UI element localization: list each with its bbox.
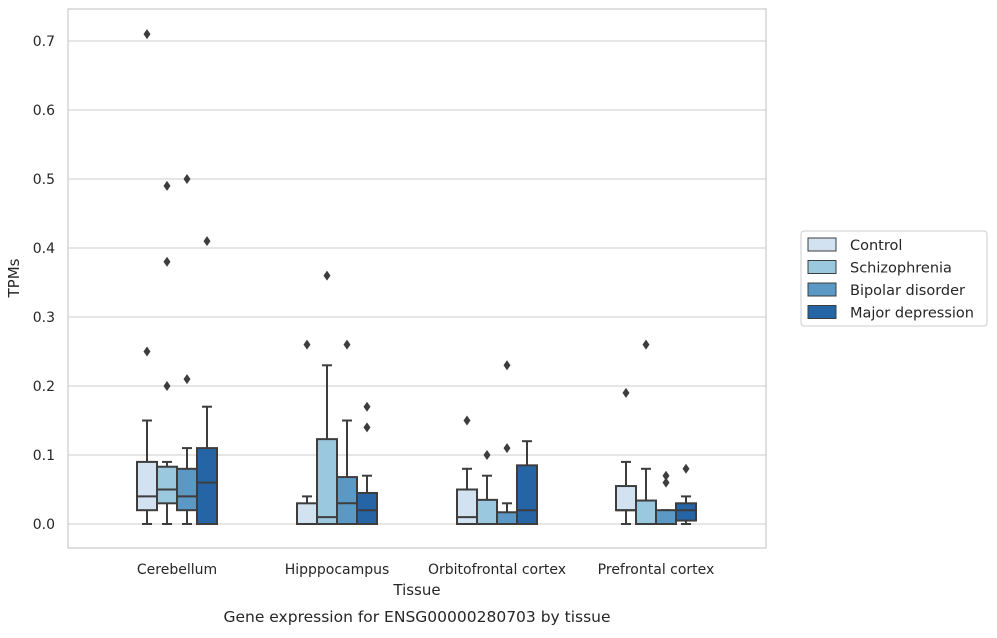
outlier-point bbox=[662, 477, 670, 488]
legend-swatch bbox=[807, 305, 837, 319]
box-control bbox=[136, 29, 158, 525]
box-major-depression bbox=[196, 236, 218, 526]
iqr-box bbox=[296, 502, 318, 525]
iqr-box bbox=[136, 460, 158, 512]
y-tick-label: 0.4 bbox=[33, 241, 55, 257]
iqr-box bbox=[476, 498, 498, 526]
iqr-box bbox=[635, 499, 657, 526]
iqr-box bbox=[196, 447, 218, 526]
outlier-point bbox=[163, 256, 171, 267]
x-axis-label: Tissue bbox=[392, 581, 440, 599]
box-major-depression bbox=[516, 440, 538, 526]
outlier-point bbox=[303, 339, 311, 350]
legend-swatch bbox=[807, 260, 837, 274]
outlier-point bbox=[323, 270, 331, 281]
y-tick-label: 0.3 bbox=[33, 310, 55, 326]
outlier-point bbox=[503, 443, 511, 454]
outlier-point bbox=[143, 29, 151, 40]
iqr-box bbox=[156, 465, 178, 505]
box-schizophrenia bbox=[156, 180, 178, 525]
y-tick-label: 0.1 bbox=[33, 448, 55, 464]
chart-caption: Gene expression for ENSG00000280703 by t… bbox=[223, 608, 610, 626]
iqr-box bbox=[675, 502, 697, 522]
x-tick-label: Cerebellum bbox=[137, 562, 217, 578]
box-control bbox=[456, 415, 478, 525]
box-major-depression bbox=[356, 401, 378, 526]
iqr-box bbox=[615, 485, 637, 512]
outlier-point bbox=[183, 374, 191, 385]
y-tick-label: 0.7 bbox=[33, 34, 55, 50]
iqr-box bbox=[496, 511, 518, 526]
iqr-box bbox=[516, 464, 538, 526]
outlier-point bbox=[163, 180, 171, 191]
x-tick-label: Orbitofrontal cortex bbox=[428, 562, 566, 578]
box-major-depression bbox=[675, 463, 697, 525]
box-bipolar-disorder bbox=[336, 339, 358, 525]
outlier-point bbox=[622, 387, 630, 398]
y-tick-label: 0.6 bbox=[33, 103, 55, 119]
outlier-point bbox=[363, 422, 371, 433]
legend-swatch bbox=[807, 282, 837, 297]
box-schizophrenia bbox=[476, 450, 498, 526]
outlier-point bbox=[503, 360, 511, 371]
legend-label: Major depression bbox=[850, 306, 974, 322]
outlier-point bbox=[203, 236, 211, 247]
box-series bbox=[136, 29, 697, 526]
box-control bbox=[615, 387, 637, 525]
x-tick-label: Hipppocampus bbox=[285, 562, 390, 578]
outlier-point bbox=[363, 401, 371, 412]
gridlines bbox=[68, 40, 766, 525]
legend-label: Bipolar disorder bbox=[850, 283, 965, 299]
outlier-point bbox=[463, 415, 471, 426]
outlier-point bbox=[163, 381, 171, 391]
iqr-box bbox=[655, 509, 677, 526]
x-tick-label: Prefrontal cortex bbox=[598, 562, 715, 578]
y-axis-ticks: 0.0 0.1 0.2 0.3 0.4 0.5 0.6 0.7 bbox=[33, 34, 55, 533]
outlier-point bbox=[483, 450, 491, 460]
box-bipolar-disorder bbox=[496, 360, 518, 526]
box-bipolar-disorder bbox=[176, 174, 198, 525]
outlier-point bbox=[662, 470, 670, 481]
iqr-box bbox=[316, 438, 338, 526]
legend-frame bbox=[800, 230, 988, 327]
legend: Control Schizophrenia Bipolar disorder Majo… bbox=[800, 230, 988, 327]
box-control bbox=[296, 339, 318, 525]
box-schizophrenia bbox=[635, 339, 657, 526]
iqr-box bbox=[456, 488, 478, 525]
iqr-box bbox=[356, 491, 378, 526]
plot-area-frame bbox=[67, 8, 767, 549]
iqr-box bbox=[176, 467, 198, 512]
y-axis-label: TPMs bbox=[5, 258, 23, 298]
outlier-point bbox=[143, 346, 151, 357]
outlier-point bbox=[642, 339, 650, 350]
box-bipolar-disorder bbox=[655, 470, 677, 526]
y-tick-label: 0.0 bbox=[33, 517, 55, 533]
box-schizophrenia bbox=[316, 270, 338, 526]
legend-swatch bbox=[807, 237, 837, 252]
outlier-point bbox=[682, 463, 690, 474]
y-tick-label: 0.5 bbox=[33, 172, 55, 188]
x-axis-ticks: Cerebellum Hipppocampus Orbitofrontal cort… bbox=[137, 562, 714, 578]
legend-label: Schizophrenia bbox=[850, 261, 952, 277]
iqr-box bbox=[336, 476, 358, 525]
outlier-point bbox=[183, 174, 191, 184]
y-tick-label: 0.2 bbox=[33, 379, 55, 395]
outlier-point bbox=[343, 339, 351, 350]
legend-label: Control bbox=[850, 238, 902, 254]
